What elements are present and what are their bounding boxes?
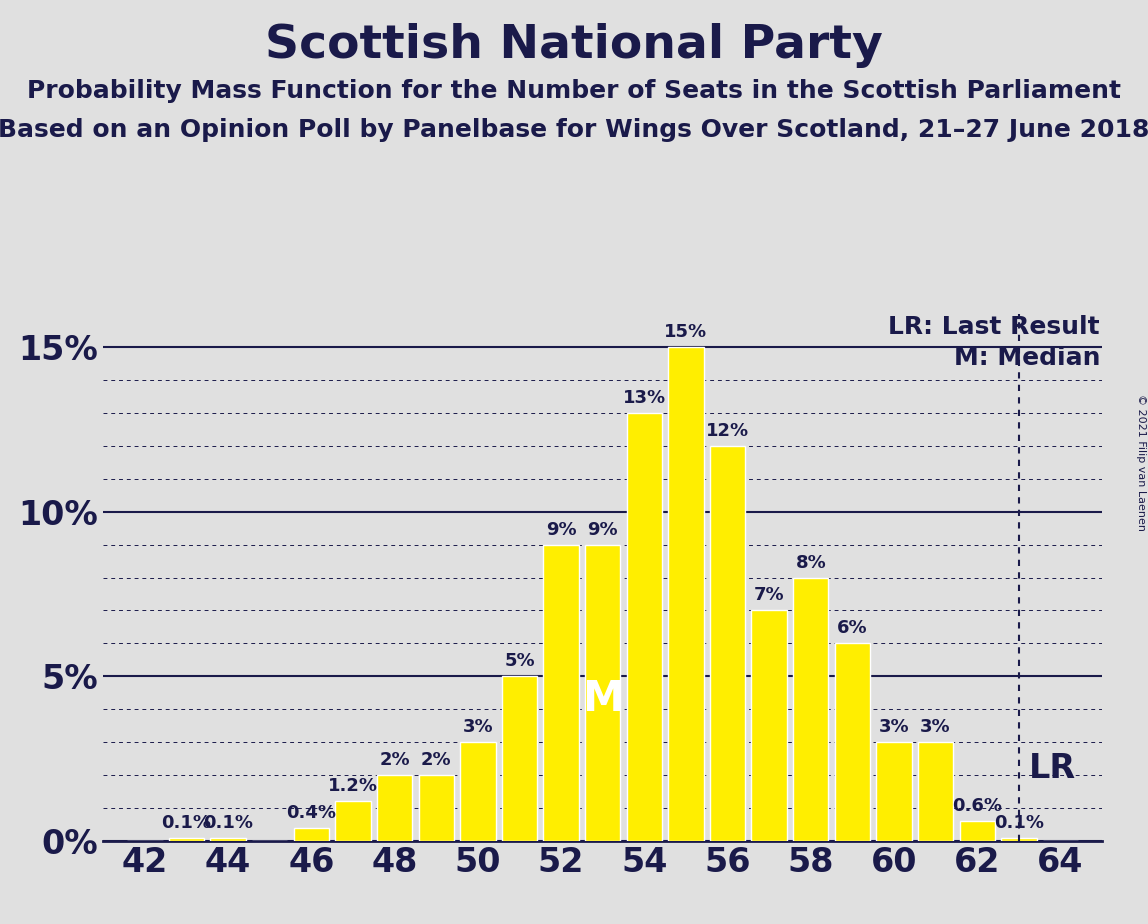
Bar: [918, 742, 953, 841]
Bar: [960, 821, 995, 841]
Text: 3%: 3%: [878, 718, 909, 736]
Bar: [627, 413, 662, 841]
Text: 13%: 13%: [622, 389, 666, 407]
Text: 15%: 15%: [665, 323, 707, 341]
Text: Probability Mass Function for the Number of Seats in the Scottish Parliament: Probability Mass Function for the Number…: [28, 79, 1120, 103]
Text: 9%: 9%: [588, 520, 618, 539]
Text: LR: LR: [1030, 752, 1077, 784]
Bar: [377, 775, 412, 841]
Text: 2%: 2%: [379, 751, 410, 769]
Text: M: Median: M: Median: [954, 346, 1100, 370]
Text: 3%: 3%: [463, 718, 494, 736]
Text: 0.6%: 0.6%: [952, 797, 1002, 815]
Text: 3%: 3%: [921, 718, 951, 736]
Text: 2%: 2%: [421, 751, 451, 769]
Bar: [460, 742, 496, 841]
Bar: [294, 828, 329, 841]
Bar: [1001, 837, 1037, 841]
Bar: [169, 837, 204, 841]
Bar: [793, 578, 829, 841]
Text: M: M: [582, 677, 623, 720]
Text: © 2021 Filip van Laenen: © 2021 Filip van Laenen: [1135, 394, 1146, 530]
Text: LR: Last Result: LR: Last Result: [889, 315, 1100, 339]
Text: Scottish National Party: Scottish National Party: [265, 23, 883, 68]
Bar: [210, 837, 246, 841]
Bar: [876, 742, 912, 841]
Text: 8%: 8%: [796, 553, 827, 572]
Bar: [419, 775, 453, 841]
Text: 0.1%: 0.1%: [162, 814, 211, 832]
Text: 7%: 7%: [754, 587, 784, 604]
Bar: [835, 643, 870, 841]
Bar: [668, 347, 704, 841]
Text: 12%: 12%: [706, 422, 750, 440]
Text: 5%: 5%: [504, 652, 535, 670]
Text: 0.1%: 0.1%: [994, 814, 1044, 832]
Bar: [752, 611, 786, 841]
Text: 6%: 6%: [837, 619, 868, 638]
Text: 0.1%: 0.1%: [203, 814, 254, 832]
Text: 1.2%: 1.2%: [328, 777, 378, 796]
Text: 0.4%: 0.4%: [286, 804, 336, 821]
Text: 9%: 9%: [545, 520, 576, 539]
Bar: [502, 676, 537, 841]
Text: Based on an Opinion Poll by Panelbase for Wings Over Scotland, 21–27 June 2018: Based on an Opinion Poll by Panelbase fo…: [0, 118, 1148, 142]
Bar: [709, 446, 745, 841]
Bar: [543, 544, 579, 841]
Bar: [585, 544, 620, 841]
Bar: [335, 801, 371, 841]
